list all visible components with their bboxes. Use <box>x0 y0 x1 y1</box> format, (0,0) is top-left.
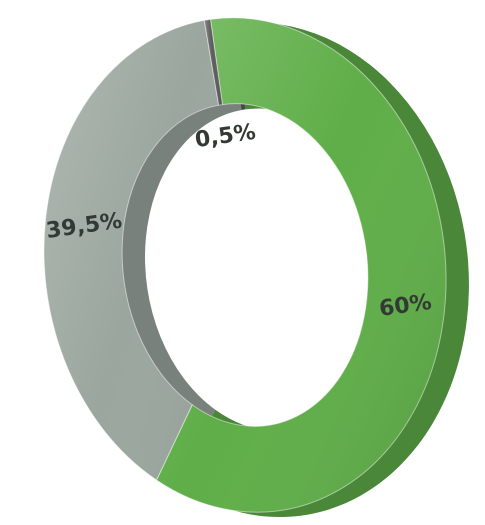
slice-shine <box>156 17 447 513</box>
slice-shine <box>204 19 223 106</box>
donut: 60%39,5%0,5% <box>43 17 469 518</box>
slice-shine <box>43 20 219 481</box>
